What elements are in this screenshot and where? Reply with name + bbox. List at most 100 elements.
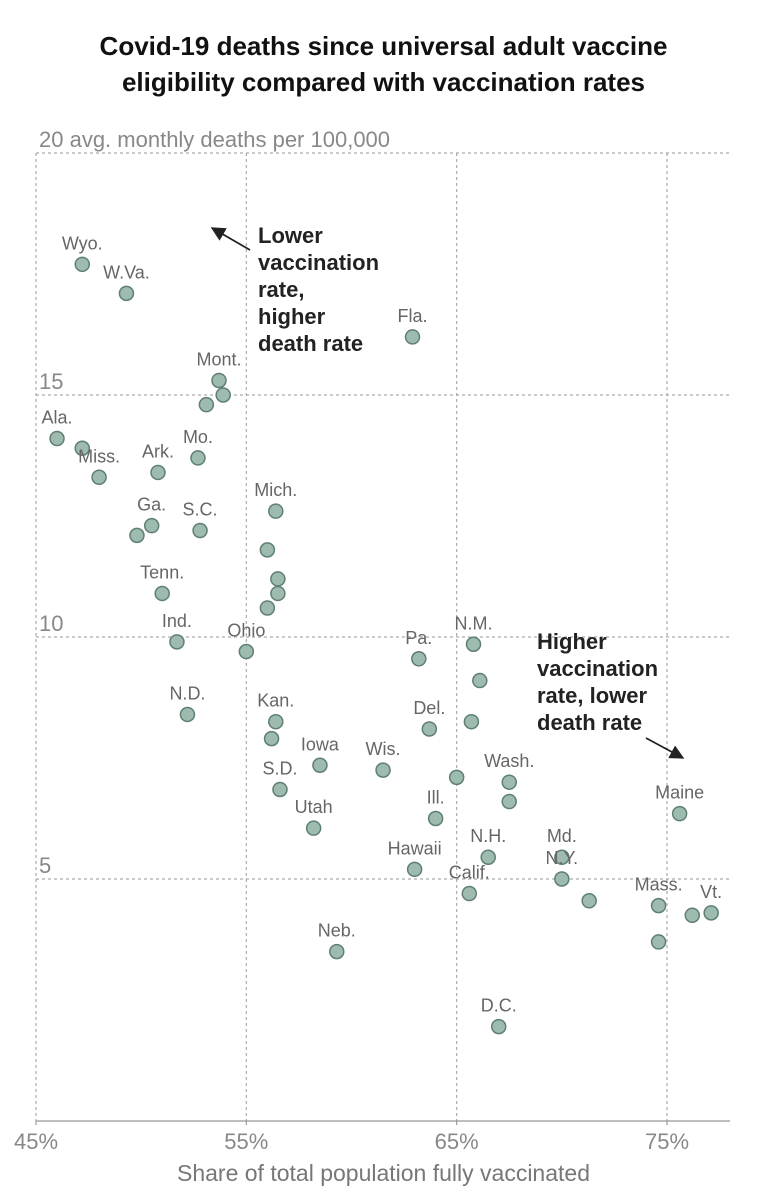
data-point — [129, 527, 145, 544]
annotation-arrow — [645, 737, 685, 759]
annotation-line: vaccination — [258, 250, 380, 275]
point-label: Kan. — [257, 691, 294, 711]
point-label: Ga. — [137, 495, 166, 515]
title-line-2: eligibility compared with vaccination ra… — [121, 67, 646, 97]
x-tick-label: 45% — [14, 1129, 58, 1154]
annotation-arrow — [210, 227, 251, 251]
point-label: Pa. — [405, 628, 432, 648]
point-label: Md. — [547, 826, 577, 846]
data-point — [211, 372, 227, 389]
annotation-higher-vaccination: Higher vaccination rate, lower death rat… — [537, 628, 658, 736]
chart-title: Covid-19 deaths since universal adult va… — [0, 28, 767, 100]
annotation-line: higher — [258, 304, 326, 329]
data-point — [581, 893, 597, 909]
data-point — [179, 706, 196, 723]
point-label: S.C. — [183, 500, 218, 520]
data-point — [406, 861, 423, 878]
point-label: Hawaii — [388, 838, 442, 858]
title-line-1: Covid-19 deaths since universal adult va… — [99, 31, 668, 61]
point-label: N.H. — [470, 826, 506, 846]
data-point — [305, 820, 322, 836]
data-point — [463, 713, 480, 730]
data-point — [150, 464, 166, 481]
point-label: S.D. — [262, 758, 297, 778]
data-point — [650, 934, 667, 950]
point-label: Maine — [655, 783, 704, 803]
data-point — [554, 849, 570, 865]
data-point — [703, 905, 719, 921]
point-label: Mass. — [635, 875, 683, 895]
point-label: N.M. — [454, 613, 492, 633]
point-label: Utah — [295, 797, 333, 817]
data-point — [684, 907, 700, 924]
annotation-line: Higher — [537, 629, 607, 654]
data-point — [472, 672, 488, 689]
data-point — [480, 849, 496, 865]
data-point — [268, 503, 284, 519]
data-point — [272, 781, 288, 798]
data-point — [448, 769, 465, 786]
point-label: Ohio — [227, 621, 265, 641]
data-point — [490, 1018, 507, 1035]
point-label: Iowa — [301, 734, 340, 754]
x-axis-label: Share of total population fully vaccinat… — [177, 1160, 590, 1186]
point-label: Vt. — [700, 882, 722, 902]
data-point — [268, 713, 284, 730]
annotation-line: death rate — [537, 710, 643, 735]
x-tick-label: 55% — [224, 1129, 268, 1154]
point-label: Mo. — [183, 427, 213, 447]
data-point — [375, 762, 391, 778]
data-point — [421, 721, 438, 737]
annotation-line: vaccination — [537, 656, 659, 681]
point-label: W.Va. — [103, 262, 150, 282]
point-label: Del. — [413, 698, 445, 718]
data-point — [118, 285, 135, 302]
data-point — [270, 585, 286, 602]
point-label: Tenn. — [140, 562, 184, 582]
data-point — [329, 943, 345, 960]
data-point — [143, 517, 160, 534]
data-point — [154, 585, 170, 602]
annotation-lower-vaccination: Lower vaccination rate, higher death rat… — [258, 222, 379, 357]
point-label: Fla. — [397, 306, 427, 326]
data-point — [215, 387, 231, 403]
data-point — [238, 643, 255, 660]
data-point — [263, 730, 280, 747]
point-label: Ala. — [42, 408, 73, 428]
data-point — [259, 542, 276, 558]
data-point — [91, 469, 107, 486]
data-point — [465, 636, 482, 653]
point-label: Neb. — [318, 921, 356, 941]
annotation-line: rate, — [258, 277, 305, 302]
annotation-line: rate, lower — [537, 683, 648, 708]
point-label: Wis. — [366, 739, 401, 759]
annotation-line: Lower — [258, 223, 323, 248]
data-point — [650, 897, 667, 914]
data-point — [198, 396, 215, 413]
x-tick-label: 65% — [435, 1129, 479, 1154]
point-label: Calif. — [449, 863, 490, 883]
y-tick-label: 20 avg. monthly deaths per 100,000 — [39, 127, 390, 152]
data-point — [190, 450, 206, 466]
y-tick-label: 15 — [39, 369, 63, 394]
point-label: N.D. — [169, 683, 205, 703]
data-point — [404, 329, 421, 345]
data-point — [74, 440, 91, 456]
data-point — [554, 871, 570, 887]
data-point — [49, 430, 65, 447]
point-label: Wyo. — [62, 233, 103, 253]
data-point — [312, 757, 328, 774]
data-point — [671, 805, 688, 822]
x-tick-label: 75% — [645, 1129, 689, 1154]
data-point — [169, 634, 185, 650]
data-point — [427, 810, 444, 827]
data-point — [192, 522, 208, 539]
data-point — [501, 774, 517, 790]
y-tick-label: 10 — [39, 611, 63, 636]
point-label: Mich. — [254, 480, 297, 500]
data-point — [259, 600, 276, 616]
data-point — [270, 571, 286, 587]
point-label: Mont. — [196, 349, 241, 369]
data-point — [74, 256, 91, 273]
